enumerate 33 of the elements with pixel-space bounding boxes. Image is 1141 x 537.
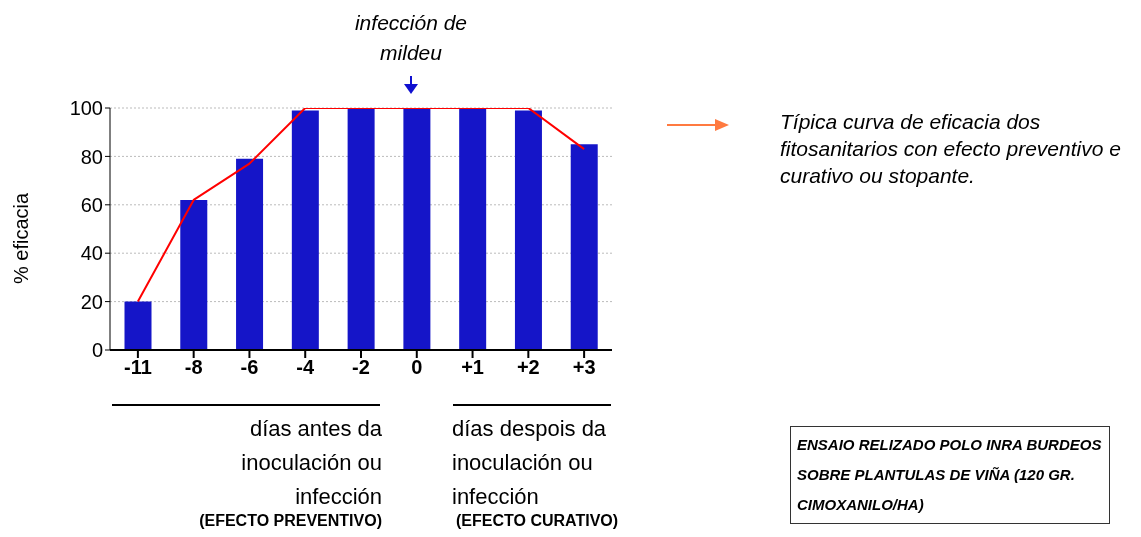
bar — [347, 108, 375, 350]
bar — [236, 158, 264, 350]
text: ENSAIO RELIZADO POLO INRA BURDEOS SOBRE PLANTULAS DE VIÑA (120 GR. CIMOXANILO/HA) — [790, 426, 1110, 524]
y-tick-label: 40 — [80, 242, 103, 265]
x-tick-label: -6 — [240, 356, 259, 379]
x-tick-label: -4 — [296, 356, 315, 379]
y-tick-label: 80 — [80, 145, 103, 168]
text: Típica curva de eficacia dos fitosanitarios con efecto preventivo e curativo ou stopante. — [780, 109, 1122, 189]
y-tick-label: 100 — [69, 97, 103, 120]
text: días despois da inoculación ou infección — [452, 416, 607, 509]
line-series — [136, 108, 586, 303]
y-tick-label: 20 — [80, 290, 103, 313]
text: (EFECTO PREVENTIVO) — [198, 512, 382, 530]
text: días antes da inoculación ou infección — [241, 416, 382, 509]
text: infección de mildeu — [353, 10, 469, 66]
text: (EFECTO CURATIVO) — [456, 512, 620, 530]
y-tick-label: 0 — [91, 339, 103, 362]
y-tick-label: 60 — [80, 193, 103, 216]
bar — [514, 110, 542, 350]
bar — [403, 108, 431, 350]
x-tick-label: -11 — [123, 356, 152, 379]
x-tick-label: 0 — [411, 356, 423, 379]
x-tick-label: +3 — [572, 356, 596, 379]
bar — [124, 301, 152, 350]
bar — [459, 108, 487, 350]
x-tick-label: +1 — [461, 356, 484, 379]
x-tick-label: -2 — [352, 356, 370, 379]
bar — [291, 110, 319, 350]
x-tick-label: +2 — [516, 356, 540, 379]
x-tick-label: -8 — [184, 356, 203, 379]
y-axis-title: % eficacia — [10, 191, 33, 284]
bar — [570, 144, 598, 350]
bar — [180, 199, 208, 350]
